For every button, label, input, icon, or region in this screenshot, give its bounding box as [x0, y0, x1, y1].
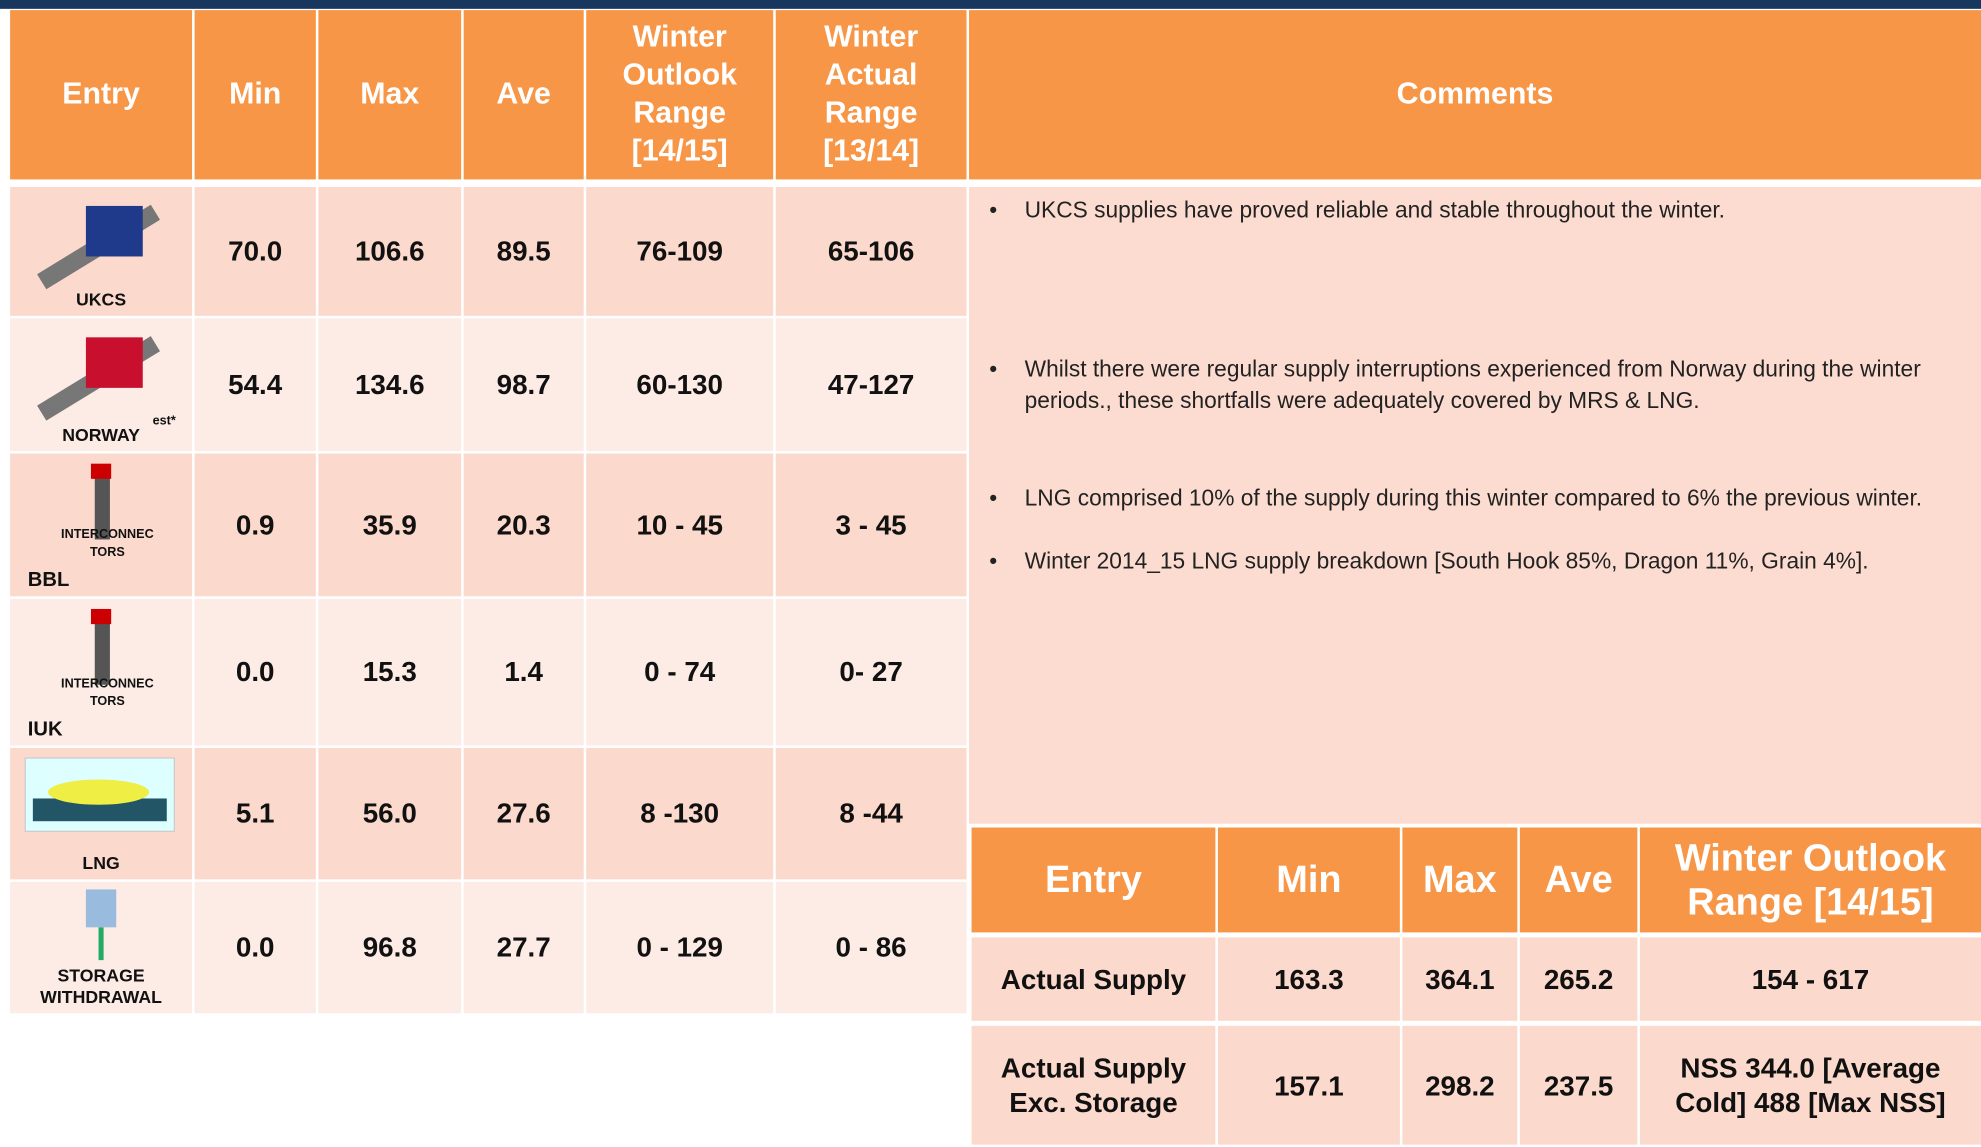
data-cell: 8 -44 [776, 748, 967, 879]
summary-header-cell: Winter Outlook Range [14/15] [1640, 828, 1981, 933]
data-cell: 89.5 [464, 187, 584, 316]
summary-cell: 157.1 [1218, 1026, 1400, 1145]
data-cell: 65-106 [776, 187, 967, 316]
comment-bullet: LNG comprised 10% of the supply during t… [1025, 483, 1947, 515]
header-cell: Min [195, 10, 316, 179]
comment-bullet: Winter 2014_15 LNG supply breakdown [Sou… [1025, 546, 1947, 578]
entry-note: est* [136, 403, 192, 441]
summary-cell: NSS 344.0 [Average Cold] 488 [Max NSS] [1640, 1026, 1981, 1145]
header-cell: Max [318, 10, 461, 179]
data-cell: 0- 27 [776, 599, 967, 746]
entry-label: LNG [10, 829, 192, 880]
data-cell: 0 - 74 [586, 599, 773, 746]
data-cell: 1.4 [464, 599, 584, 746]
summary-header-cell: Entry [972, 828, 1216, 933]
slide: EntryMinMaxAveWinter Outlook Range [14/1… [0, 0, 1981, 1147]
summary-cell: 163.3 [1218, 937, 1400, 1020]
summary-header-cell: Min [1218, 828, 1400, 933]
header-cell: Comments [969, 10, 1981, 179]
summary-cell: Actual Supply [972, 937, 1216, 1020]
page: EntryMinMaxAveWinter Outlook Range [14/1… [0, 0, 1981, 1147]
header-cell: Entry [10, 10, 192, 179]
data-cell: 54.4 [195, 318, 316, 451]
header-cell: Winter Actual Range [13/14] [776, 10, 967, 179]
data-cell: 15.3 [318, 599, 461, 746]
comment-bullet: Whilst there were regular supply interru… [1025, 354, 1947, 417]
data-cell: 0 - 86 [776, 882, 967, 1013]
data-cell: 3 - 45 [776, 454, 967, 597]
summary-cell: 265.2 [1520, 937, 1637, 1020]
data-cell: 60-130 [586, 318, 773, 451]
data-cell: 70.0 [195, 187, 316, 316]
data-cell: 0.9 [195, 454, 316, 597]
header-cell: Winter Outlook Range [14/15] [586, 10, 773, 179]
summary-cell: 298.2 [1402, 1026, 1517, 1145]
summary-header-cell: Max [1402, 828, 1517, 933]
data-cell: 8 -130 [586, 748, 773, 879]
data-cell: 98.7 [464, 318, 584, 451]
data-cell: 56.0 [318, 748, 461, 879]
data-cell: 0.0 [195, 599, 316, 746]
data-cell: 96.8 [318, 882, 461, 1013]
data-cell: 10 - 45 [586, 454, 773, 597]
entry-note: INTERCONNEC TORS [51, 526, 165, 564]
comment-bullet: UKCS supplies have proved reliable and s… [1025, 195, 1947, 227]
data-cell: 47-127 [776, 318, 967, 451]
summary-cell: 154 - 617 [1640, 937, 1981, 1020]
data-cell: 35.9 [318, 454, 461, 597]
summary-cell: 237.5 [1520, 1026, 1637, 1145]
summary-header-cell: Ave [1520, 828, 1637, 933]
data-cell: 20.3 [464, 454, 584, 597]
summary-cell: 364.1 [1402, 937, 1517, 1020]
summary-cell: Actual Supply Exc. Storage [972, 1026, 1216, 1145]
data-cell: 106.6 [318, 187, 461, 316]
header-cell: Ave [464, 10, 584, 179]
data-cell: 27.6 [464, 748, 584, 879]
entry-label: UKCS [10, 265, 192, 316]
data-cell: 0.0 [195, 882, 316, 1013]
data-cell: 27.7 [464, 882, 584, 1013]
data-cell: 76-109 [586, 187, 773, 316]
entry-note: INTERCONNEC TORS [51, 675, 165, 713]
data-cell: 0 - 129 [586, 882, 773, 1013]
data-cell: 134.6 [318, 318, 461, 451]
entry-label: STORAGE WITHDRAWAL [10, 963, 192, 1014]
data-cell: 5.1 [195, 748, 316, 879]
top-bar [0, 0, 1981, 9]
